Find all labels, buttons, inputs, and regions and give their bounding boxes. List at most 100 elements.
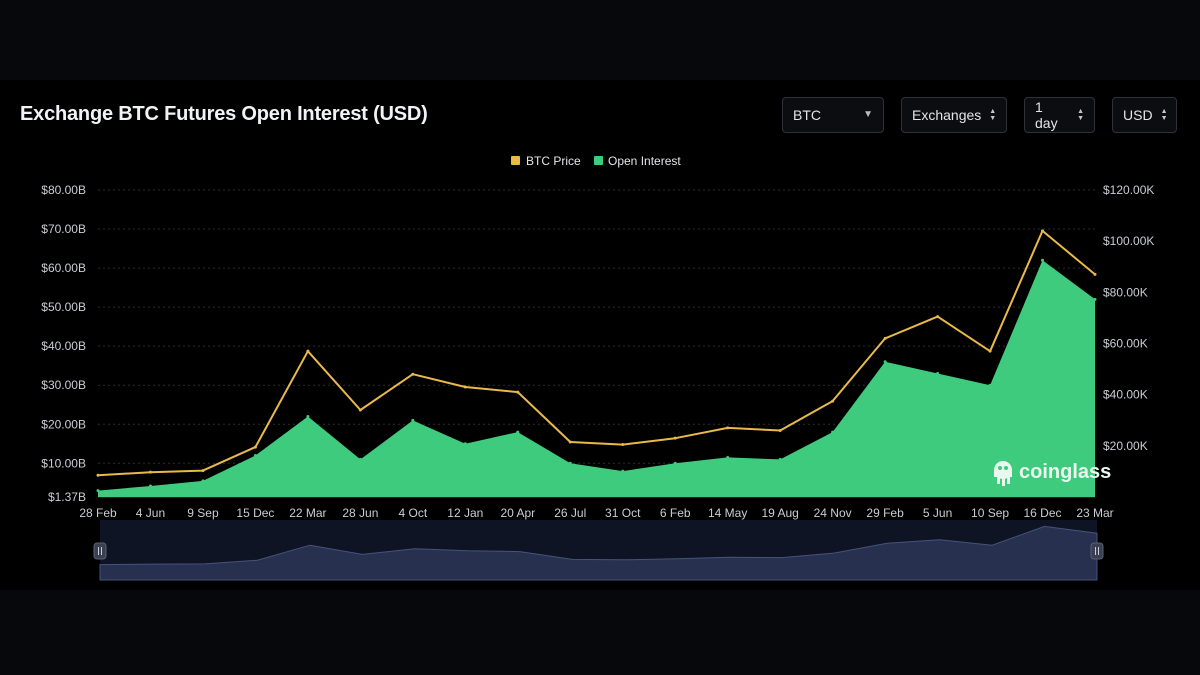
left-axis-tick-label: $50.00B bbox=[41, 300, 86, 314]
btc-price-point bbox=[778, 428, 782, 432]
page-title: Exchange BTC Futures Open Interest (USD) bbox=[20, 103, 428, 125]
x-axis-tick-label: 15 Dec bbox=[236, 506, 274, 520]
left-axis-tick-label: $10.00B bbox=[41, 456, 86, 470]
x-axis-tick-label: 29 Feb bbox=[866, 506, 904, 520]
navigator-handle-left[interactable] bbox=[93, 542, 107, 560]
range-navigator[interactable] bbox=[93, 520, 1104, 581]
btc-price-point bbox=[516, 390, 520, 394]
open-interest-point bbox=[831, 430, 835, 434]
legend-swatch-open-interest bbox=[594, 156, 603, 165]
open-interest-point bbox=[726, 455, 730, 459]
navigator-series bbox=[99, 525, 1098, 581]
coinglass-watermark: coinglass bbox=[994, 461, 1111, 486]
x-axis-tick-label: 12 Jan bbox=[447, 506, 483, 520]
legend-label-btc-price[interactable]: BTC Price bbox=[526, 154, 581, 168]
x-axis-tick-label: 19 Aug bbox=[761, 506, 798, 520]
btc-price-point bbox=[463, 385, 467, 389]
interval-select-value: 1 day bbox=[1035, 99, 1058, 131]
btc-price-point bbox=[568, 440, 572, 444]
left-axis-tick-label: $1.37B bbox=[48, 490, 86, 504]
btc-price-point bbox=[883, 336, 887, 340]
right-axis-tick-label: $100.00K bbox=[1103, 234, 1154, 248]
right-axis-tick-label: $20.00K bbox=[1103, 439, 1148, 453]
open-interest-point bbox=[936, 372, 940, 376]
x-axis-tick-label: 31 Oct bbox=[605, 506, 641, 520]
open-interest-point bbox=[673, 461, 677, 465]
open-interest-point bbox=[148, 484, 152, 488]
open-interest-point bbox=[306, 414, 310, 418]
x-axis-tick-label: 14 May bbox=[708, 506, 747, 520]
open-interest-point bbox=[358, 457, 362, 461]
left-axis-tick-label: $60.00B bbox=[41, 261, 86, 275]
coinglass-logo-icon bbox=[994, 461, 1012, 486]
x-axis-tick-label: 9 Sep bbox=[187, 506, 219, 520]
open-interest-point bbox=[988, 383, 992, 387]
open-interest-point bbox=[253, 453, 257, 457]
x-axis-tick-label: 10 Sep bbox=[971, 506, 1009, 520]
x-axis-tick-label: 22 Mar bbox=[289, 506, 326, 520]
open-interest-point bbox=[463, 442, 467, 446]
up-down-chevron-icon: ▲ ▼ bbox=[1160, 108, 1168, 122]
exchanges-select-value: Exchanges bbox=[912, 107, 982, 123]
up-down-chevron-icon: ▲ ▼ bbox=[989, 108, 997, 122]
x-axis-tick-label: 28 Jun bbox=[342, 506, 378, 520]
x-axis-tick-label: 4 Oct bbox=[398, 506, 427, 520]
right-axis-ticks: $120.00K $100.00K $80.00K $60.00K $40.00K $20… bbox=[1103, 183, 1154, 453]
btc-price-point bbox=[306, 349, 310, 353]
currency-select[interactable]: USD ▲ ▼ bbox=[1112, 97, 1177, 133]
x-axis-tick-label: 5 Jun bbox=[923, 506, 952, 520]
legend-swatch-btc-price bbox=[511, 156, 520, 165]
open-interest-point bbox=[201, 479, 205, 483]
btc-price-point bbox=[936, 315, 940, 319]
x-axis-tick-label: 20 Apr bbox=[500, 506, 535, 520]
right-axis-tick-label: $80.00K bbox=[1103, 285, 1148, 299]
btc-price-point bbox=[1041, 229, 1045, 233]
left-axis-ticks: $80.00B $70.00B $60.00B $50.00B $40.00B $30.0… bbox=[41, 183, 86, 504]
navigator-handle-right[interactable] bbox=[1090, 542, 1104, 560]
exchanges-select[interactable]: Exchanges ▲ ▼ bbox=[901, 97, 1007, 133]
btc-price-point bbox=[988, 349, 992, 353]
btc-price-point bbox=[621, 443, 625, 447]
x-axis-tick-label: 24 Nov bbox=[814, 506, 852, 520]
btc-price-point bbox=[253, 445, 257, 449]
chevron-down-icon: ▼ bbox=[863, 109, 873, 120]
btc-price-point bbox=[358, 408, 362, 412]
open-interest-point bbox=[568, 461, 572, 465]
x-axis-tick-label: 6 Feb bbox=[660, 506, 691, 520]
btc-price-point bbox=[673, 436, 677, 440]
watermark-text: coinglass bbox=[1019, 461, 1111, 483]
open-interest-point bbox=[778, 457, 782, 461]
open-interest-point bbox=[1093, 297, 1097, 301]
open-interest-point bbox=[1041, 258, 1045, 262]
x-axis-tick-label: 28 Feb bbox=[79, 506, 117, 520]
legend: BTC Price Open Interest bbox=[511, 154, 681, 168]
right-axis-tick-label: $120.00K bbox=[1103, 183, 1154, 197]
btc-price-point bbox=[411, 372, 415, 376]
currency-select-value: USD bbox=[1123, 107, 1153, 123]
btc-price-point bbox=[1093, 272, 1097, 276]
left-axis-tick-label: $20.00B bbox=[41, 417, 86, 431]
open-interest-point bbox=[621, 469, 625, 473]
x-axis-tick-label: 23 Mar bbox=[1076, 506, 1113, 520]
up-down-chevron-icon: ▲ ▼ bbox=[1077, 108, 1084, 122]
right-axis-tick-label: $40.00K bbox=[1103, 388, 1148, 402]
open-interest-point bbox=[883, 360, 887, 364]
left-axis-tick-label: $40.00B bbox=[41, 339, 86, 353]
open-interest-point bbox=[516, 430, 520, 434]
legend-label-open-interest[interactable]: Open Interest bbox=[608, 154, 681, 168]
btc-price-point bbox=[201, 469, 205, 473]
btc-price-point bbox=[148, 470, 152, 474]
btc-price-point bbox=[96, 473, 100, 477]
coin-select-value: BTC bbox=[793, 107, 821, 123]
btc-price-point bbox=[726, 426, 730, 430]
x-axis-tick-label: 4 Jun bbox=[136, 506, 165, 520]
interval-select[interactable]: 1 day ▲ ▼ bbox=[1024, 97, 1095, 133]
left-axis-tick-label: $70.00B bbox=[41, 222, 86, 236]
open-interest-point bbox=[411, 418, 415, 422]
plot-area bbox=[96, 229, 1097, 497]
x-axis-tick-label: 26 Jul bbox=[554, 506, 586, 520]
coin-select[interactable]: BTC ▼ bbox=[782, 97, 884, 133]
open-interest-point bbox=[96, 489, 100, 493]
btc-price-point bbox=[831, 399, 835, 403]
